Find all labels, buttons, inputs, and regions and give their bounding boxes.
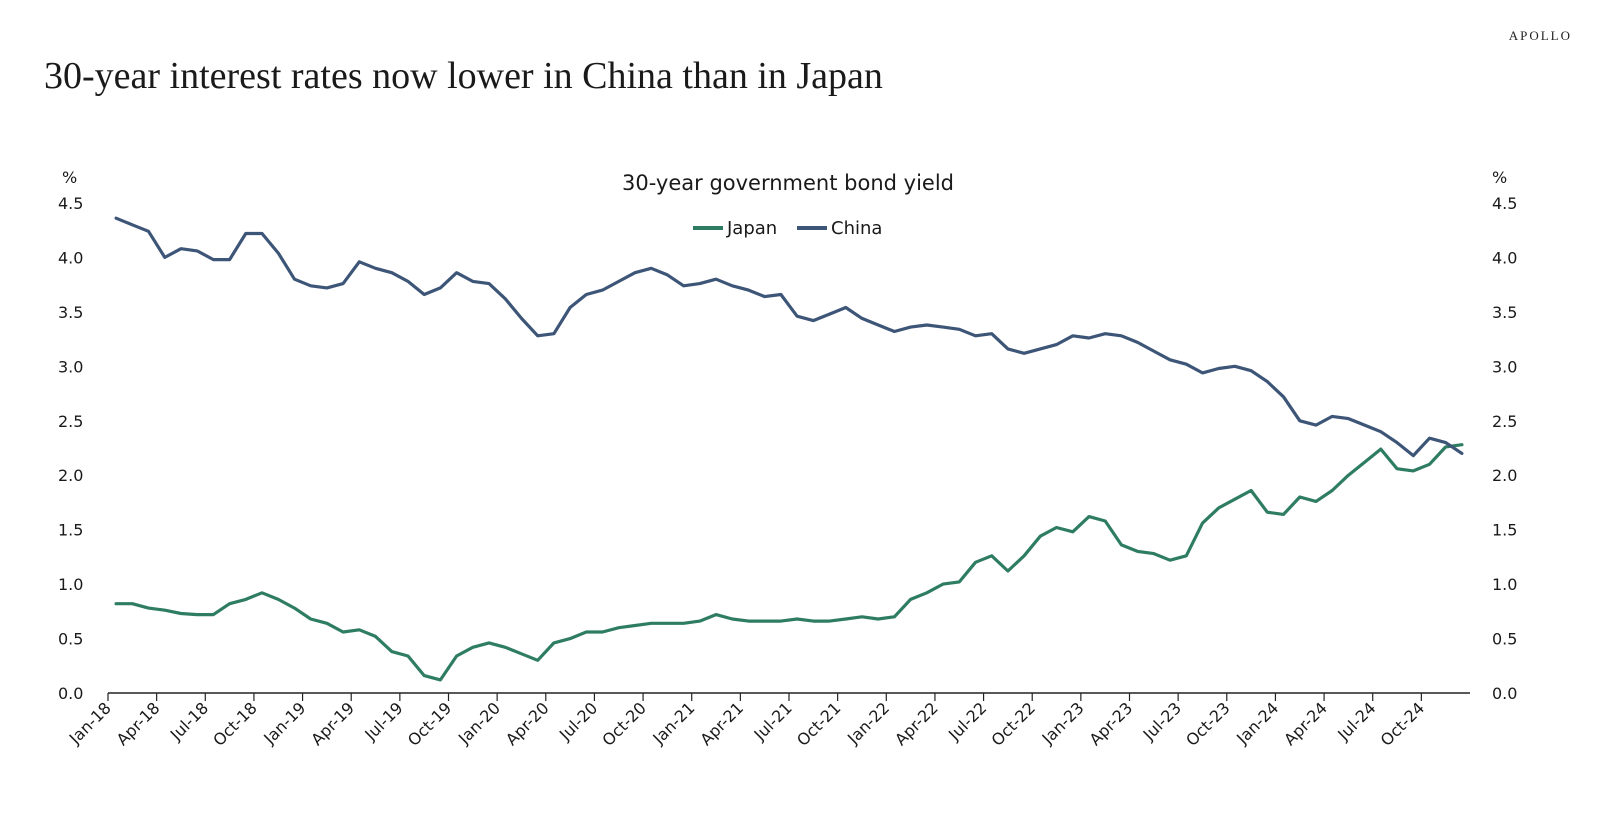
x-tick-label: Jul-22	[944, 698, 990, 744]
x-tick-label: Apr-20	[502, 698, 553, 749]
legend: Japan China	[693, 218, 882, 239]
legend-label-japan: Japan	[726, 218, 777, 239]
x-tick-label: Jul-20	[555, 698, 601, 744]
y-tick-label-left: 2.0	[58, 466, 83, 485]
x-tick-label: Apr-21	[696, 698, 747, 749]
y-axis-left: 0.0 0.5 1.0 1.5 2.0 2.5 3.0 3.5 4.0 4.5	[58, 194, 83, 703]
page-title: 30-year interest rates now lower in Chin…	[44, 55, 883, 97]
y-axis-right: 0.0 0.5 1.0 1.5 2.0 2.5 3.0 3.5 4.0 4.5	[1492, 194, 1517, 703]
x-tick-label: Jul-23	[1139, 698, 1185, 744]
x-tick-label: Apr-18	[113, 698, 164, 749]
y-axis-unit-right: %	[1492, 168, 1507, 187]
y-tick-label-left: 3.5	[58, 303, 83, 322]
y-tick-label-left: 0.0	[58, 684, 83, 703]
y-tick-label-right: 1.0	[1492, 575, 1517, 594]
series-lines	[114, 216, 1464, 682]
x-tick-label: Jan-20	[454, 698, 504, 748]
y-tick-label-right: 3.5	[1492, 303, 1517, 322]
x-tick-label: Jan-22	[843, 698, 893, 748]
x-tick-label: Jul-24	[1333, 698, 1379, 744]
x-tick-label: Apr-22	[891, 698, 942, 749]
x-tick-label: Apr-19	[307, 698, 358, 749]
series-line-china	[114, 216, 1464, 458]
chart-title: 30-year government bond yield	[622, 171, 954, 195]
x-tick-label: Jan-23	[1038, 698, 1088, 748]
x-tick-label: Apr-23	[1086, 698, 1137, 749]
series-line-japan	[114, 443, 1464, 682]
y-tick-label-right: 2.0	[1492, 466, 1517, 485]
y-tick-label-right: 1.5	[1492, 521, 1517, 540]
x-tick-label: Jul-21	[750, 698, 796, 744]
brand-logo: APOLLO	[1508, 28, 1572, 43]
y-axis-unit-left: %	[62, 168, 77, 187]
x-tick-label: Jul-18	[166, 698, 212, 744]
y-tick-label-right: 0.5	[1492, 630, 1517, 649]
x-tick-label: Oct-18	[209, 698, 260, 749]
x-tick-label: Jan-24	[1232, 698, 1282, 748]
y-tick-label-right: 4.5	[1492, 194, 1517, 213]
x-tick-label: Oct-23	[1182, 698, 1233, 749]
x-tick-label: Jan-18	[65, 698, 115, 748]
y-tick-label-left: 0.5	[58, 630, 83, 649]
x-tick-label: Jan-19	[259, 698, 309, 748]
y-tick-label-left: 1.0	[58, 575, 83, 594]
x-tick-label: Oct-19	[404, 698, 455, 749]
x-tick-label: Oct-21	[793, 698, 844, 749]
y-tick-label-left: 1.5	[58, 521, 83, 540]
legend-label-china: China	[831, 218, 882, 239]
x-tick-label: Apr-24	[1280, 698, 1331, 749]
x-tick-label: Jul-19	[360, 698, 406, 744]
y-tick-label-right: 4.0	[1492, 248, 1517, 267]
x-tick-label: Oct-24	[1377, 698, 1428, 749]
x-tick-label: Oct-20	[598, 698, 649, 749]
x-tick-label: Oct-22	[988, 698, 1039, 749]
y-tick-label-left: 4.5	[58, 194, 83, 213]
y-tick-label-left: 2.5	[58, 412, 83, 431]
y-tick-label-right: 3.0	[1492, 357, 1517, 376]
y-tick-label-left: 3.0	[58, 357, 83, 376]
x-tick-label: Jan-21	[648, 698, 698, 748]
y-tick-label-left: 4.0	[58, 248, 83, 267]
y-tick-label-right: 2.5	[1492, 412, 1517, 431]
y-tick-label-right: 0.0	[1492, 684, 1517, 703]
